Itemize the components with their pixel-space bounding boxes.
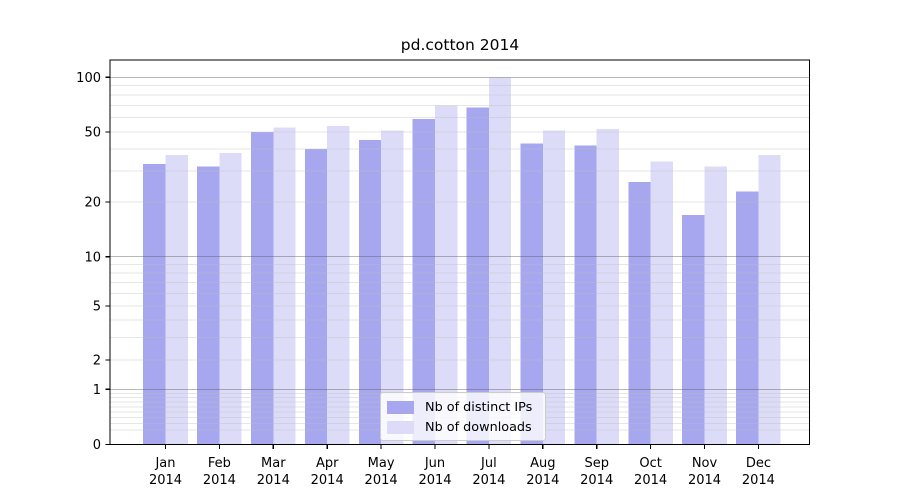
y-tick-label: 5 [93,300,101,315]
y-tick-label: 20 [84,196,101,211]
y-tick-label: 1 [93,383,101,398]
x-tick-label-month: May [368,456,395,471]
bar-downloads-aug [542,130,566,445]
x-tick-label-month: Oct [639,456,661,471]
x-tick-label-month: Jul [480,456,497,471]
x-tick-label-month: Sep [584,456,609,471]
legend-item-distinct-ips: Nb of distinct IPs [387,398,537,416]
bar-distinct-ips-sep [574,145,597,445]
plot-frame [109,59,811,446]
bar-downloads-jun [435,105,458,445]
x-tick-label-year: 2014 [688,473,721,488]
bar-downloads-sep [596,128,619,445]
x-tick-label-month: Apr [316,456,339,471]
x-tick-label-year: 2014 [257,473,290,488]
legend-label-distinct-ips: Nb of distinct IPs [425,399,533,415]
legend: Nb of distinct IPs Nb of downloads [380,392,546,441]
x-tick-label-year: 2014 [365,473,398,488]
bar-downloads-may [381,130,404,445]
bar-distinct-ips-mar [251,131,274,445]
bar-distinct-ips-nov [682,215,705,445]
x-tick-label-year: 2014 [149,473,182,488]
y-tick-label: 50 [84,125,101,140]
bar-downloads-apr [327,125,350,445]
bar-downloads-oct [650,161,673,445]
bar-downloads-mar [273,127,296,445]
x-tick-label-month: Aug [530,456,555,471]
x-tick-label-year: 2014 [472,473,505,488]
bar-downloads-jan [165,155,188,445]
x-tick-label-year: 2014 [311,473,344,488]
bar-downloads-jul [488,77,512,445]
x-tick-label-month: Jun [424,456,445,471]
x-tick-label-month: Nov [692,456,718,471]
y-tick-label: 0 [93,438,101,453]
bar-distinct-ips-aug [520,143,543,445]
x-tick-label-year: 2014 [580,473,613,488]
bar-distinct-ips-oct [628,182,651,445]
x-tick-label-month: Feb [208,456,231,471]
x-tick-label-year: 2014 [742,473,775,488]
bar-distinct-ips-feb [197,166,220,445]
x-tick-label-month: Jan [154,456,175,471]
x-tick-label-month: Mar [261,456,286,471]
legend-swatch-downloads [387,420,414,434]
x-tick-label-year: 2014 [634,473,667,488]
bar-downloads-dec [758,155,781,445]
x-tick-label-year: 2014 [526,473,559,488]
x-tick-label-month: Dec [746,456,771,471]
bar-distinct-ips-jul [466,107,489,445]
x-tick-label-year: 2014 [418,473,451,488]
bar-distinct-ips-dec [736,191,759,445]
legend-swatch-distinct-ips [387,400,414,414]
bar-distinct-ips-apr [304,149,328,445]
bar-distinct-ips-jun [412,118,435,445]
bar-downloads-feb [219,153,242,445]
y-tick-label: 100 [76,71,101,86]
bar-distinct-ips-may [358,140,382,445]
y-tick-label: 2 [93,354,101,369]
legend-label-downloads: Nb of downloads [425,419,532,435]
legend-item-downloads: Nb of downloads [387,418,537,436]
chart-title: pd.cotton 2014 [400,36,520,54]
bar-downloads-nov [704,166,727,445]
bar-distinct-ips-jan [143,163,166,445]
y-tick-label: 10 [84,250,101,265]
x-tick-label-year: 2014 [203,473,236,488]
